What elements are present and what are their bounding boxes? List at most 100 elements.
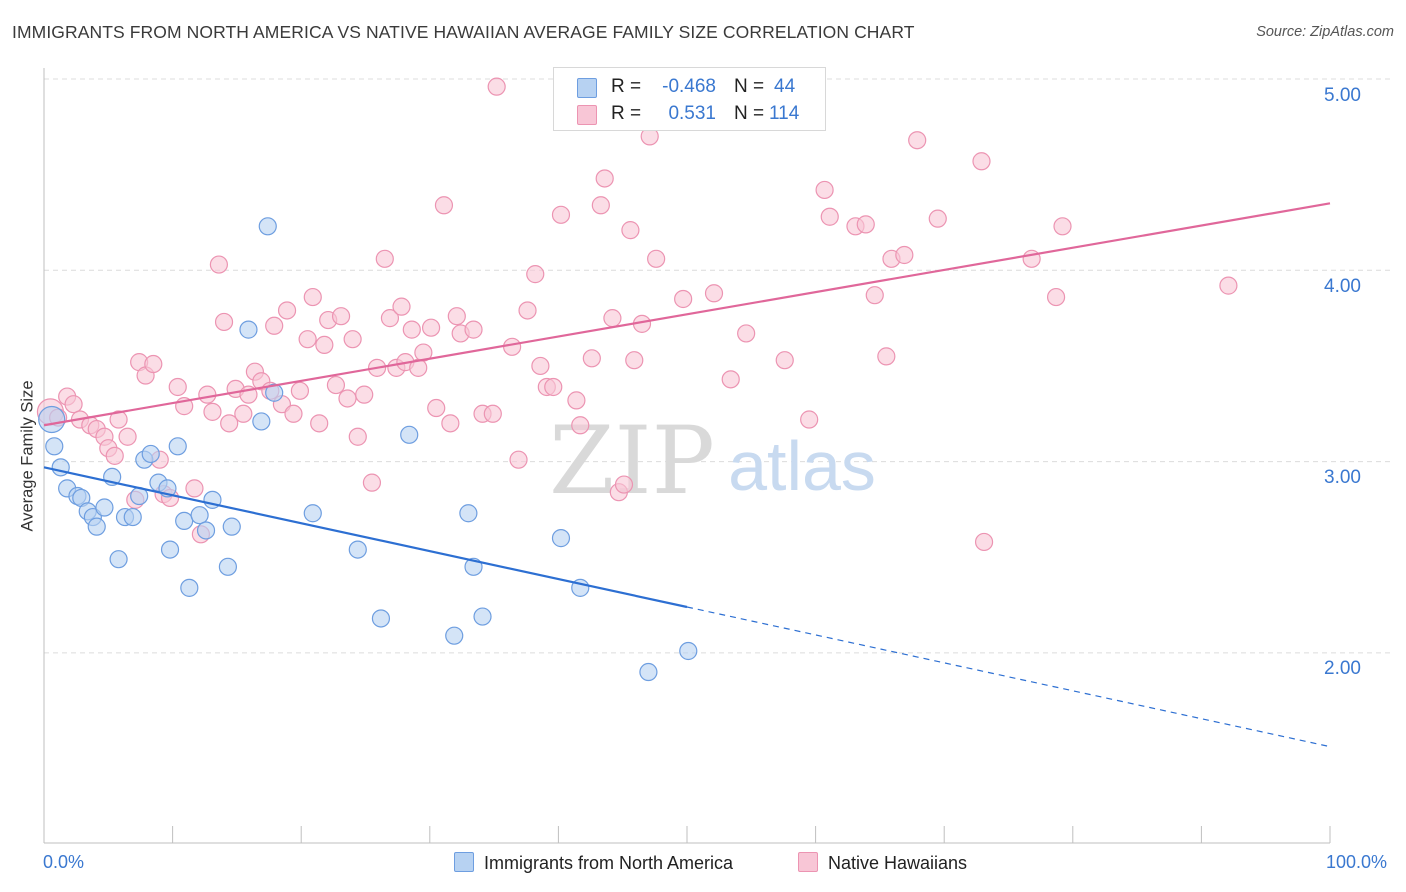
hawaiian-point [551,205,571,224]
immigrant-point [38,405,66,434]
hawaiian-point [625,351,644,370]
immigrant-point [679,641,698,661]
hawaiian-point [571,416,590,435]
hawaiians-trend-line [43,202,1331,427]
n-value: 114 [769,103,800,124]
source-note: Source: ZipAtlas.com [1256,24,1394,40]
immigrants-trend-line [43,466,688,609]
immigrants-points [38,217,698,682]
x-tick-label-min: 0.0% [43,852,85,872]
hawaiian-point [355,385,374,404]
hawaiian-point [441,414,460,433]
r-label: R = [611,76,642,97]
hawaiian-point [64,395,83,414]
hawaiian-point [820,207,839,226]
hawaiian-point [375,249,394,268]
hawaiian-point [595,169,614,188]
hawaiian-point [168,377,187,397]
hawaiian-point [144,354,163,374]
immigrant-point [222,517,241,536]
hawaiian-point [362,473,382,492]
immigrant-point [371,609,391,628]
immigrant-point [175,511,194,531]
immigrant-point [180,578,199,597]
chart-title: IMMIGRANTS FROM NORTH AMERICA VS NATIVE … [12,22,915,42]
immigrant-point [109,550,128,569]
hawaiian-point [704,284,724,303]
immigrants-trend-extension [686,606,1331,748]
hawaiian-point [203,402,222,421]
watermark-atlas: atlas [728,427,876,505]
r-label: R = [611,103,642,124]
hawaiian-point [972,152,991,171]
legend-label: Native Hawaiians [828,853,968,873]
hawaiian-point [582,349,601,368]
immigrant-point [473,607,492,626]
immigrant-point [218,557,237,576]
hawaiian-point [343,330,362,349]
hawaiian-point [402,320,421,339]
hawaiian-point [775,351,794,370]
y-tick-label-5: 5.00 [1324,85,1361,106]
hawaiian-point [298,330,317,349]
hawaiian-point [290,381,310,400]
hawaiian-point [303,287,322,307]
hawaiian-point [1046,287,1066,307]
hawaiian-point [531,356,550,376]
immigrant-point [639,662,658,682]
hawaiian-point [908,131,927,150]
hawaiian-point [877,347,896,366]
hawaiian-point [209,255,228,274]
immigrant-point [348,540,367,559]
hawaiian-point [427,398,446,418]
immigrant-point [141,444,160,464]
hawaiian-point [198,385,217,404]
immigrant-point [196,521,216,540]
immigrant-point [400,425,419,444]
hawaiian-point [392,297,411,316]
legend-row-pink: R = 0.531 N = 114 [554,101,825,127]
immigrant-point [190,506,209,525]
hawaiian-point [234,404,253,423]
hawaiian-point [526,265,545,284]
blue-swatch [454,852,474,872]
hawaiian-point [348,427,367,446]
hawaiian-point [503,337,522,356]
hawaiian-point [674,289,693,309]
y-tick-label-3: 3.00 [1324,467,1361,488]
hawaiian-point [1053,217,1072,236]
pink-swatch [798,852,818,872]
immigrant-point [265,383,284,402]
hawaiian-point [109,410,128,429]
immigrant-point [87,517,106,536]
hawaiian-point [380,309,400,328]
hawaiian-point [614,475,634,494]
hawaiian-point [518,301,537,320]
hawaiian-point [800,410,819,429]
legend-label: Immigrants from North America [484,853,734,873]
hawaiian-point [447,307,466,326]
hawaiian-point [567,391,586,410]
n-value: 44 [774,76,796,97]
hawaiian-point [284,404,303,423]
hawaiian-point [865,286,884,305]
pink-swatch [577,105,597,125]
hawaiian-point [185,479,204,498]
legend-item-hawaiians: Native Hawaiians [798,852,967,874]
hawaiian-point [856,215,875,234]
immigrant-point [168,437,187,456]
r-value: -0.468 [662,76,716,97]
axes [43,68,1331,844]
x-tick-label-max: 100.0% [1326,852,1388,872]
immigrant-point [258,217,277,236]
immigrant-point [252,412,271,431]
n-label: N = [734,103,765,124]
stats-legend: R = -0.468 N = 44 R = 0.531 N = 114 [553,67,826,131]
legend-item-immigrants: Immigrants from North America [454,852,733,874]
hawaiian-point [509,450,528,469]
y-tick-label-4: 4.00 [1324,276,1361,297]
hawaiian-point [603,309,622,328]
immigrant-point [551,529,571,548]
hawaiian-point [434,196,454,215]
